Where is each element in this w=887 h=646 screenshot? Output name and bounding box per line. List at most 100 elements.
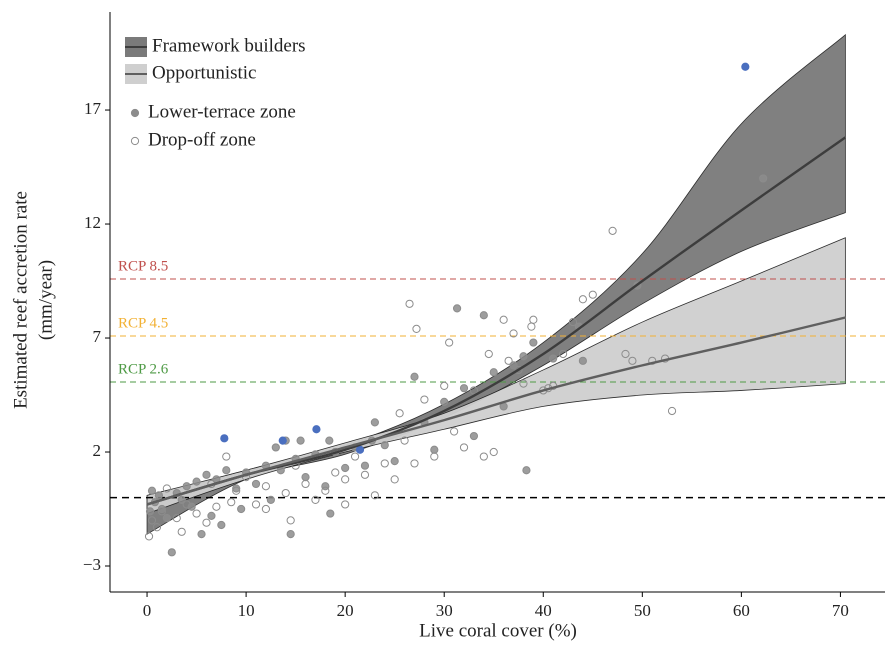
data-point [312, 425, 321, 434]
data-point [182, 482, 191, 491]
fit-line [146, 316, 846, 506]
data-point [360, 461, 370, 470]
data-point [558, 349, 568, 359]
data-point [286, 516, 295, 525]
data-point [350, 452, 360, 461]
data-point [220, 434, 229, 443]
data-point [504, 356, 513, 365]
data-point [529, 338, 538, 347]
data-point [549, 354, 558, 363]
legend-marker [130, 136, 140, 146]
data-point [578, 356, 587, 365]
data-point [162, 514, 171, 523]
data-point [578, 295, 587, 304]
data-point [360, 470, 370, 479]
data-point [227, 498, 236, 507]
y-tick-label: 12 [84, 213, 101, 232]
x-tick-label: 10 [238, 601, 255, 620]
y-tick-label: −3 [83, 555, 101, 574]
x-tick-label: 60 [733, 601, 750, 620]
data-point [522, 466, 531, 475]
data-point [278, 436, 287, 445]
legend-label: Drop-off zone [148, 129, 256, 150]
data-point [321, 486, 330, 495]
data-point [341, 475, 350, 484]
legend-label: Opportunistic [152, 62, 257, 83]
data-point [479, 452, 488, 461]
data-point [202, 518, 211, 527]
data-point [301, 479, 310, 489]
x-tick-label: 20 [337, 601, 354, 620]
data-point [157, 507, 167, 516]
x-tick-label: 30 [436, 601, 453, 620]
data-point [509, 329, 518, 338]
data-point [192, 477, 201, 486]
data-point [172, 514, 181, 523]
data-point [232, 486, 241, 495]
legend-marker [130, 108, 140, 118]
data-point [237, 504, 246, 514]
data-point [326, 509, 335, 518]
data-point [261, 504, 271, 514]
data-point [489, 368, 498, 377]
data-point [420, 395, 429, 404]
data-point [459, 384, 469, 393]
data-point [167, 548, 176, 557]
data-point [412, 324, 421, 334]
data-point [370, 491, 379, 500]
data-point [380, 441, 389, 450]
data-point [370, 418, 379, 427]
data-point [395, 409, 404, 418]
data-point [147, 516, 157, 525]
data-point [251, 500, 261, 509]
data-point [479, 311, 488, 320]
data-point [271, 443, 280, 452]
data-point [222, 466, 231, 475]
data-point [177, 527, 186, 536]
confidence-band [146, 237, 846, 515]
data-point [514, 365, 523, 375]
x-tick-label: 0 [143, 601, 152, 620]
data-point [469, 386, 479, 395]
data-point [261, 482, 271, 491]
legend-label: Lower-terrace zone [148, 101, 296, 122]
y-tick-label: 2 [93, 441, 102, 460]
data-point [207, 511, 216, 520]
data-point [325, 436, 334, 445]
data-point [192, 509, 201, 518]
data-point [405, 299, 414, 308]
data-point [519, 352, 528, 361]
data-point [648, 356, 657, 365]
data-point [499, 315, 508, 324]
data-point [450, 427, 459, 436]
data-point [286, 529, 295, 539]
data-point [440, 397, 449, 406]
data-point [157, 504, 167, 514]
data-point [430, 452, 439, 461]
data-point [341, 500, 350, 509]
data-point [380, 459, 389, 468]
data-point [251, 479, 261, 489]
x-axis-label: Live coral cover (%) [419, 620, 577, 641]
reference-label: RCP 2.6 [118, 361, 169, 377]
data-point [182, 500, 191, 509]
data-point [144, 532, 154, 541]
data-point [667, 406, 677, 416]
data-point [296, 436, 305, 445]
data-point [281, 488, 290, 498]
data-point [588, 290, 597, 299]
data-point [147, 486, 157, 495]
data-point [430, 445, 439, 454]
data-point [301, 472, 310, 482]
data-point [568, 317, 578, 327]
x-tick-label: 40 [535, 601, 552, 620]
data-point [759, 174, 768, 183]
y-axis-label: Estimated reef accretion rate [10, 191, 31, 409]
data-point [469, 431, 479, 441]
reference-label: RCP 4.5 [118, 315, 168, 331]
data-point [152, 523, 162, 532]
data-point [400, 436, 409, 445]
data-point [410, 459, 419, 468]
data-point [212, 502, 221, 511]
